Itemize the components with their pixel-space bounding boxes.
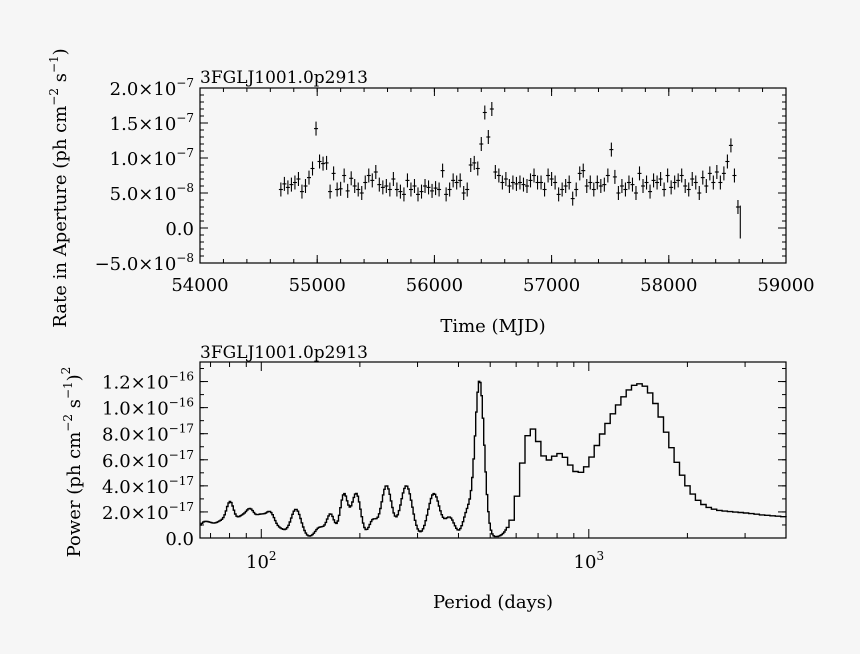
periodogram-x-ticks: 102 103 bbox=[210, 362, 787, 573]
light-curve-y-tick-label: 2.0×10−7 bbox=[110, 76, 194, 100]
periodogram-y-tick-label: 1.0×10−16 bbox=[102, 396, 194, 420]
periodogram-y-ticks: 0.02.0×10−174.0×10−176.0×10−178.0×10−171… bbox=[102, 368, 786, 550]
periodogram-y-tick-label: 4.0×10−17 bbox=[102, 474, 194, 498]
light-curve-x-tick-label: 57000 bbox=[523, 275, 580, 296]
periodogram-y-tick-label: 2.0×10−17 bbox=[102, 500, 194, 524]
light-curve-y-tick-label: 1.0×10−7 bbox=[110, 146, 194, 170]
periodogram-x-tick-label: 102 bbox=[246, 549, 277, 573]
light-curve-y-tick-label: 1.5×10−7 bbox=[110, 111, 194, 135]
light-curve-y-label: Rate in Aperture (ph cm−2 s−1) bbox=[47, 48, 71, 327]
light-curve-y-ticks: 2.0×10−7 1.5×10−7 1.0×10−7 5.0×10−8 0.0 −5.0×… bbox=[95, 76, 786, 275]
light-curve-x-tick-label: 56000 bbox=[406, 275, 463, 296]
periodogram-y-label: Power (ph cm−2 s−1)2 bbox=[59, 367, 85, 558]
light-curve-frame bbox=[199, 87, 787, 264]
light-curve-title: 3FGLJ1001.0p2913 bbox=[200, 68, 368, 88]
light-curve-x-tick-label: 54000 bbox=[171, 275, 228, 296]
light-curve-x-ticks: 54000 55000 56000 57000 58000 59000 bbox=[171, 88, 815, 296]
periodogram-spectrum-line bbox=[200, 380, 787, 538]
periodogram-title: 3FGLJ1001.0p2913 bbox=[200, 343, 368, 363]
periodogram-x-tick-label: 103 bbox=[574, 549, 605, 573]
periodogram-y-tick-label: 0.0 bbox=[165, 529, 194, 550]
periodogram-y-tick-label: 8.0×10−17 bbox=[102, 422, 194, 446]
light-curve-x-tick-label: 58000 bbox=[640, 275, 697, 296]
light-curve-points bbox=[278, 102, 741, 239]
light-curve-y-tick-label: 0.0 bbox=[165, 219, 194, 240]
light-curve-y-tick-label: −5.0×10−8 bbox=[95, 251, 194, 275]
periodogram-x-label: Period (days) bbox=[433, 592, 553, 613]
light-curve-x-label: Time (MJD) bbox=[440, 316, 545, 337]
periodogram-panel: 3FGLJ1001.0p2913 0.0 2.0×10−174.0×10−176.… bbox=[59, 343, 787, 613]
light-curve-panel: 3FGLJ1001.0p2913 2.0×10−7 1.5×10−7 1.0×10−… bbox=[47, 48, 815, 337]
light-curve-x-tick-label: 55000 bbox=[289, 275, 346, 296]
light-curve-x-tick-label: 59000 bbox=[757, 275, 814, 296]
light-curve-y-tick-label: 5.0×10−8 bbox=[110, 181, 194, 205]
periodogram-frame bbox=[199, 361, 787, 539]
periodogram-y-tick-label: 1.2×10−16 bbox=[102, 370, 194, 394]
periodogram-y-tick-label: 6.0×10−17 bbox=[102, 448, 194, 472]
